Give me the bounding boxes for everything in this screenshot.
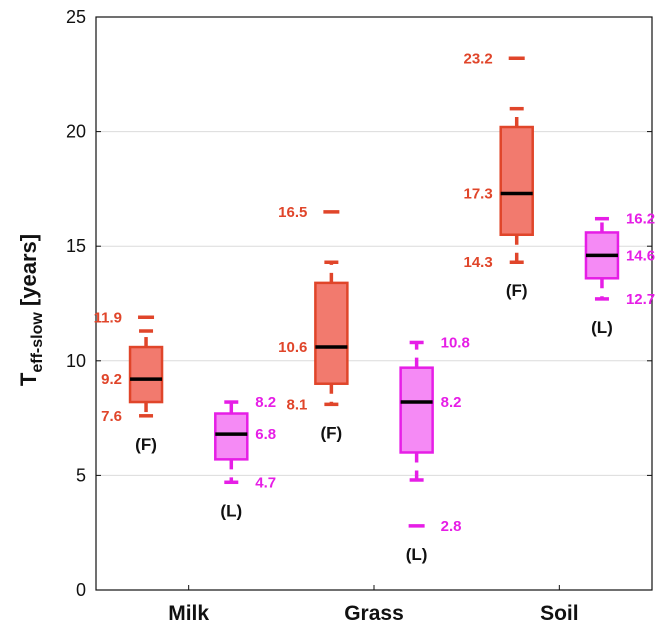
x-category-label: Milk xyxy=(168,602,209,625)
group-label: (L) xyxy=(220,501,242,520)
group-label: (F) xyxy=(135,435,157,454)
x-category-labels: Milk Grass Soil xyxy=(168,602,578,625)
value-annotation: 23.2 xyxy=(464,50,493,67)
value-annotation: 11.9 xyxy=(94,309,122,326)
plot-frame xyxy=(95,16,653,591)
value-annotation: 10.6 xyxy=(278,339,307,356)
value-annotation: 17.3 xyxy=(464,185,493,202)
y-tick-label: 20 xyxy=(66,122,86,142)
gridlines xyxy=(96,131,652,476)
box-grass-f xyxy=(314,210,349,407)
group-label: (L) xyxy=(591,318,613,337)
y-axis-label-sub: eff-slow xyxy=(29,312,46,373)
box-soil-f xyxy=(499,56,534,264)
y-tick-label: 5 xyxy=(76,465,86,485)
box-body xyxy=(399,366,434,454)
y-tick-label: 15 xyxy=(66,236,86,256)
y-tick-label: 25 xyxy=(66,7,86,27)
value-annotations: 11.9 9.2 7.6 (F) 8.2 6.8 4.7 (L) 16.5 10.6 8.1 (F) 1… xyxy=(94,50,655,564)
value-annotation: 7.6 xyxy=(101,408,122,425)
box-milk-f xyxy=(128,315,164,418)
y-tick-labels: 0 5 10 15 20 25 xyxy=(66,7,86,600)
y-tick-label: 0 xyxy=(76,580,86,600)
axes xyxy=(95,16,653,591)
x-category-label: Soil xyxy=(540,602,579,625)
group-label: (L) xyxy=(406,545,428,564)
box-body xyxy=(214,412,249,461)
value-annotation: 2.8 xyxy=(441,518,462,535)
group-label: (F) xyxy=(321,423,343,442)
value-annotation: 12.7 xyxy=(626,291,655,308)
value-annotation: 6.8 xyxy=(255,426,276,443)
box-body xyxy=(499,125,534,236)
value-annotation: 8.2 xyxy=(255,394,276,411)
y-tick-label: 10 xyxy=(66,351,86,371)
y-axis-label-unit: [years] xyxy=(16,234,41,312)
box-milk-l xyxy=(214,400,249,485)
y-axis-label-main: T xyxy=(16,372,41,386)
value-annotation: 10.8 xyxy=(441,334,470,351)
value-annotation: 8.2 xyxy=(441,394,462,411)
group-label: (F) xyxy=(506,281,528,300)
box-grass-l xyxy=(399,340,434,528)
value-annotation: 14.6 xyxy=(626,247,655,264)
value-annotation: 8.1 xyxy=(287,396,308,413)
box-body xyxy=(314,281,349,385)
value-annotation: 9.2 xyxy=(101,371,122,388)
box-body xyxy=(128,345,164,404)
value-annotation: 16.2 xyxy=(626,211,655,228)
box-soil-l xyxy=(584,216,620,301)
x-category-label: Grass xyxy=(344,602,404,625)
value-annotation: 14.3 xyxy=(464,254,493,271)
value-annotation: 4.7 xyxy=(255,474,276,491)
value-annotation: 16.5 xyxy=(278,204,307,221)
box-series xyxy=(128,56,620,528)
y-axis-label: Teff-slow [years] xyxy=(16,234,46,386)
